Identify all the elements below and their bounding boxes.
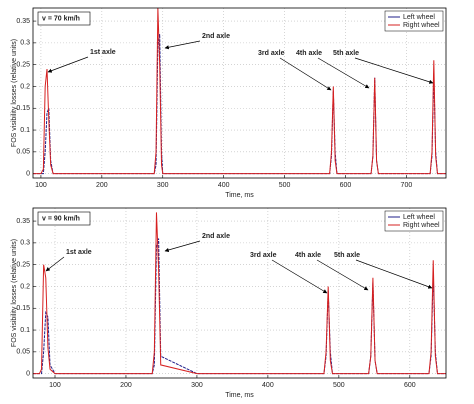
y-tick-label: 0.15 — [16, 105, 30, 112]
y-axis-label: FOS visibility losses (relative units) — [11, 239, 18, 347]
legend-box — [384, 210, 444, 232]
annotation: 4th axle — [296, 50, 322, 57]
annotation-arrow — [279, 57, 332, 91]
annotation-arrow — [45, 256, 65, 272]
x-tick-label: 200 — [96, 182, 108, 189]
legend-label: Right wheel — [403, 222, 440, 229]
annotation: 5th axle — [334, 252, 360, 259]
x-axis-label: Time, ms — [225, 392, 254, 399]
y-tick-label: 0.3 — [20, 40, 30, 47]
annotation: 1st axle — [66, 249, 92, 256]
annotation: 1st axle — [90, 49, 116, 56]
y-tick-label: 0.05 — [16, 149, 30, 156]
x-tick-label: 400 — [262, 382, 274, 389]
annotation-arrow — [47, 56, 89, 73]
x-tick-label: 300 — [157, 182, 169, 189]
x-tick-label: 300 — [191, 382, 203, 389]
annotation-arrow — [317, 57, 370, 89]
annotation: 3rd axle — [258, 50, 285, 57]
x-tick-label: 700 — [401, 182, 413, 189]
legend-label: Right wheel — [403, 22, 440, 29]
line-series — [33, 212, 446, 375]
annotation-arrow — [164, 240, 201, 252]
legend-box — [384, 10, 444, 32]
annotation: 4th axle — [295, 252, 321, 259]
plot-area — [33, 8, 446, 178]
y-tick-label: 0.2 — [20, 83, 30, 90]
x-tick-label: 500 — [279, 182, 291, 189]
y-tick-label: 0.15 — [16, 305, 30, 312]
line-series — [33, 7, 446, 175]
x-tick-label: 200 — [120, 382, 132, 389]
y-tick-label: 0.35 — [16, 18, 30, 25]
speed-label: v = 70 km/h — [42, 15, 80, 22]
y-tick-label: 0.3 — [20, 240, 30, 247]
y-axis-label: FOS visibility losses (relative units) — [11, 39, 18, 147]
y-tick-label: 0.05 — [16, 349, 30, 356]
plot-frame — [32, 7, 447, 179]
annotation-arrow — [164, 40, 201, 50]
panel: 0 0.05 0.1 0.15 0.2 0.25 0.3 0.35 100 200 300 400 50… — [11, 7, 447, 199]
plot-frame — [32, 207, 447, 379]
x-axis-label: Time, ms — [225, 192, 254, 199]
annotation-arrow — [355, 259, 433, 289]
y-tick-label: 0.2 — [20, 283, 30, 290]
y-tick-label: 0.25 — [16, 262, 30, 269]
annotation-arrow — [271, 259, 328, 294]
y-tick-label: 0.1 — [20, 127, 30, 134]
y-tick-label: 0 — [26, 170, 30, 177]
annotation-arrow — [316, 259, 369, 291]
x-tick-label: 400 — [218, 182, 230, 189]
annotation: 5th axle — [333, 50, 359, 57]
annotation: 3rd axle — [250, 252, 277, 259]
panel: 0 0.05 0.1 0.15 0.2 0.25 0.3 0.35 100 200 300 400 50… — [11, 207, 447, 399]
x-tick-label: 600 — [340, 182, 352, 189]
speed-box — [37, 211, 91, 226]
legend-label: Left wheel — [403, 214, 435, 221]
x-tick-label: 100 — [35, 182, 47, 189]
y-tick-label: 0 — [26, 370, 30, 377]
annotation: 2nd axle — [202, 33, 230, 40]
plot-area — [33, 208, 446, 378]
y-tick-label: 0.35 — [16, 218, 30, 225]
x-tick-label: 600 — [404, 382, 416, 389]
y-tick-label: 0.25 — [16, 62, 30, 69]
legend-label: Left wheel — [403, 14, 435, 21]
annotation: 2nd axle — [202, 233, 230, 240]
x-tick-label: 500 — [333, 382, 345, 389]
speed-label: v = 90 km/h — [42, 215, 80, 222]
x-tick-label: 100 — [49, 382, 61, 389]
y-tick-label: 0.1 — [20, 327, 30, 334]
annotation-arrow — [354, 57, 434, 84]
speed-box — [37, 11, 91, 26]
